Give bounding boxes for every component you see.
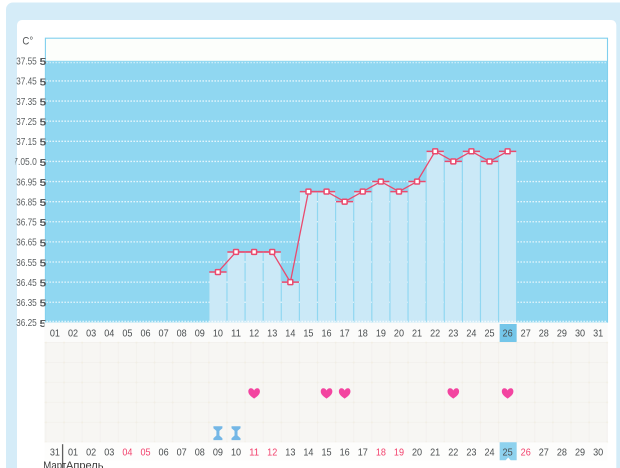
svg-text:27: 27	[521, 329, 531, 340]
svg-text:C°: C°	[22, 35, 33, 47]
svg-text:23: 23	[466, 448, 476, 459]
svg-text:36.35: 36.35	[16, 298, 37, 309]
svg-text:18: 18	[376, 448, 386, 459]
svg-text:09: 09	[195, 329, 205, 340]
svg-text:37.55: 37.55	[16, 57, 37, 68]
svg-text:01: 01	[68, 448, 78, 459]
svg-text:05: 05	[140, 448, 150, 459]
svg-text:22: 22	[448, 448, 458, 459]
svg-text:5: 5	[40, 97, 47, 108]
svg-text:08: 08	[195, 448, 205, 459]
svg-text:22: 22	[430, 329, 440, 340]
svg-text:23: 23	[448, 329, 458, 340]
svg-text:36.85: 36.85	[16, 197, 37, 208]
svg-text:5: 5	[40, 258, 47, 269]
svg-text:5: 5	[40, 319, 47, 330]
svg-text:02: 02	[86, 448, 96, 459]
svg-text:30: 30	[575, 329, 585, 340]
svg-text:5: 5	[40, 57, 47, 68]
svg-text:5: 5	[40, 279, 47, 290]
svg-text:12: 12	[267, 448, 277, 459]
svg-text:11: 11	[249, 448, 259, 459]
svg-text:25: 25	[484, 329, 494, 340]
svg-text:20: 20	[394, 329, 404, 340]
svg-text:24: 24	[466, 329, 476, 340]
svg-text:19: 19	[376, 329, 386, 340]
svg-text:03: 03	[86, 329, 96, 340]
svg-text:06: 06	[140, 329, 150, 340]
svg-text:5: 5	[40, 218, 47, 229]
svg-text:37.45: 37.45	[16, 77, 37, 88]
svg-text:12: 12	[249, 329, 259, 340]
svg-text:5: 5	[40, 77, 47, 88]
svg-text:07: 07	[177, 448, 187, 459]
svg-text:07: 07	[159, 329, 169, 340]
svg-text:27: 27	[539, 448, 549, 459]
svg-text:06: 06	[159, 448, 169, 459]
svg-text:37.35: 37.35	[16, 97, 37, 108]
svg-text:13: 13	[267, 329, 277, 340]
svg-text:18: 18	[358, 329, 368, 340]
svg-text:5: 5	[40, 158, 47, 169]
svg-text:20: 20	[412, 448, 422, 459]
svg-text:5: 5	[40, 299, 47, 310]
svg-text:14: 14	[303, 448, 313, 459]
svg-text:29: 29	[557, 329, 567, 340]
svg-text:31: 31	[50, 448, 60, 459]
svg-text:36.45: 36.45	[16, 278, 37, 289]
svg-text:14: 14	[285, 329, 295, 340]
svg-text:30: 30	[593, 448, 603, 459]
svg-text:5: 5	[40, 178, 47, 189]
svg-text:Март: Март	[43, 460, 66, 468]
svg-text:15: 15	[322, 448, 332, 459]
svg-text:04: 04	[122, 448, 132, 459]
svg-text:5: 5	[40, 118, 47, 129]
svg-text:21: 21	[412, 329, 422, 340]
svg-text:36.55: 36.55	[16, 258, 37, 269]
svg-text:24: 24	[484, 448, 494, 459]
svg-text:16: 16	[340, 448, 350, 459]
svg-text:26: 26	[521, 448, 531, 459]
svg-text:Апрель: Апрель	[66, 460, 104, 468]
svg-text:36.75: 36.75	[16, 218, 37, 229]
svg-text:25: 25	[503, 448, 513, 459]
svg-text:26: 26	[503, 329, 513, 340]
svg-text:17: 17	[340, 329, 350, 340]
svg-text:21: 21	[430, 448, 440, 459]
svg-text:10: 10	[213, 329, 223, 340]
svg-text:01: 01	[50, 329, 60, 340]
svg-text:10: 10	[231, 448, 241, 459]
svg-text:37.25: 37.25	[16, 117, 37, 128]
svg-text:31: 31	[593, 329, 603, 340]
svg-text:05: 05	[122, 329, 132, 340]
svg-text:37.15: 37.15	[16, 137, 37, 148]
svg-text:08: 08	[177, 329, 187, 340]
svg-text:17: 17	[358, 448, 368, 459]
svg-text:13: 13	[285, 448, 295, 459]
svg-text:5: 5	[40, 138, 47, 149]
svg-text:16: 16	[322, 329, 332, 340]
svg-text:28: 28	[557, 448, 567, 459]
svg-text:02: 02	[68, 329, 78, 340]
svg-text:19: 19	[394, 448, 404, 459]
svg-text:5: 5	[40, 238, 47, 249]
svg-text:36.65: 36.65	[16, 238, 37, 249]
svg-text:03: 03	[104, 448, 114, 459]
svg-text:15: 15	[303, 329, 313, 340]
svg-text:29: 29	[575, 448, 585, 459]
svg-text:7.05.0: 7.05.0	[13, 157, 37, 168]
svg-text:04: 04	[104, 329, 114, 340]
svg-text:5: 5	[40, 198, 47, 209]
svg-text:28: 28	[539, 329, 549, 340]
svg-text:11: 11	[231, 329, 241, 340]
svg-text:09: 09	[213, 448, 223, 459]
svg-text:36.25: 36.25	[16, 318, 37, 329]
svg-text:36.95: 36.95	[16, 177, 37, 188]
